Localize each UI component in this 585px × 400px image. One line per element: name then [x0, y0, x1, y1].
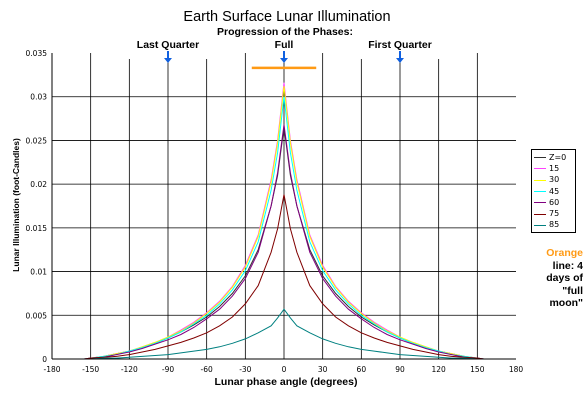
x-tick-label: 150 [470, 365, 485, 374]
legend-item: 30 [534, 175, 575, 186]
legend-swatch [534, 191, 546, 193]
legend-item: 45 [534, 186, 575, 197]
legend-swatch [534, 168, 546, 170]
series-line-75 [84, 194, 484, 360]
y-tick-label: 0 [42, 355, 47, 364]
phase-markers: Last Quarter Full First Quarter [120, 37, 460, 70]
legend-swatch [534, 202, 546, 204]
series-line-45 [84, 96, 484, 360]
down-arrow-icon [280, 58, 288, 63]
x-tick-label: 120 [432, 365, 447, 374]
x-axis-label: Lunar phase angle (degrees) [215, 376, 358, 388]
series-line-60 [84, 124, 484, 360]
x-tick-label: -60 [201, 365, 213, 374]
x-tick-label: -180 [43, 365, 60, 374]
y-tick-label: 0.035 [26, 49, 48, 58]
legend: Z=0 15 30 45 60 75 85 [531, 149, 576, 233]
legend-swatch [534, 224, 546, 226]
legend-label: 45 [549, 186, 560, 196]
side-note-highlight: Orange [546, 247, 583, 259]
legend-label: 15 [549, 163, 560, 173]
y-tick-label: 0.005 [26, 311, 48, 320]
down-arrow-icon [164, 58, 172, 63]
phase-label: Last Quarter [137, 39, 199, 51]
legend-label: 85 [549, 220, 560, 230]
x-tick-label: 30 [318, 365, 328, 374]
y-tick-label: 0.025 [26, 136, 48, 145]
label-backdrop [355, 37, 460, 59]
phase-label: First Quarter [368, 39, 432, 51]
x-tick-label: -150 [82, 365, 99, 374]
y-axis-label: Lunar Illumination (foot-Candles) [11, 138, 21, 272]
y-tick-label: 0.015 [26, 224, 48, 233]
legend-swatch [534, 157, 546, 159]
chart-subtitle: Progression of the Phases: [217, 26, 353, 38]
series-line-30 [84, 86, 484, 360]
series-lines [84, 82, 484, 360]
x-tick-label: -90 [162, 365, 174, 374]
y-tick-label: 0.01 [30, 268, 47, 277]
legend-item: 75 [534, 208, 575, 219]
legend-item: 15 [534, 163, 575, 174]
legend-item: 85 [534, 220, 575, 231]
y-tick-label: 0.02 [30, 180, 47, 189]
legend-label: 30 [549, 175, 560, 185]
axes: -180 -150 -120 -90 -60 -30 0 30 60 90 120 150 180 0 0.… [26, 49, 524, 374]
legend-label: Z=0 [549, 152, 567, 162]
legend-label: 60 [549, 197, 560, 207]
x-tick-label: 180 [509, 365, 524, 374]
side-note-text: line: 4 days of "full moon" [546, 259, 583, 310]
x-tick-label: -120 [121, 365, 138, 374]
legend-item: Z=0 [534, 152, 575, 163]
y-tick-label: 0.03 [30, 93, 47, 102]
legend-label: 75 [549, 209, 560, 219]
x-tick-label: -30 [239, 365, 251, 374]
down-arrow-icon [396, 58, 404, 63]
legend-swatch [534, 213, 546, 215]
chart-title: Earth Surface Lunar Illumination [183, 9, 390, 25]
x-tick-label: 0 [282, 365, 287, 374]
series-line-85 [84, 308, 484, 360]
side-note: Orange line: 4 days of "full moon" [535, 247, 583, 310]
legend-swatch [534, 179, 546, 181]
x-tick-label: 90 [395, 365, 405, 374]
phase-label: Full [275, 39, 294, 51]
x-tick-label: 60 [357, 365, 367, 374]
legend-item: 60 [534, 197, 575, 208]
label-backdrop [120, 37, 225, 59]
